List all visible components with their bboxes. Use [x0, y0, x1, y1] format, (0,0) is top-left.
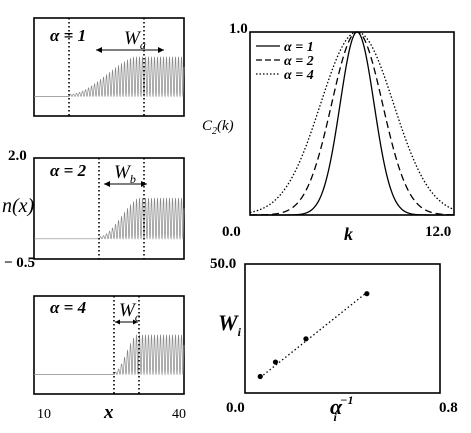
panel-n-alpha4: α = 4 Wc 10 40 x [33, 295, 186, 423]
ylabel-n-x: n(x) [2, 195, 35, 217]
panel-frame [33, 295, 185, 395]
legend-alpha1: α = 1 [284, 40, 314, 55]
legend-alpha4: α = 4 [284, 68, 314, 83]
xtick-12: 12.0 [425, 224, 451, 240]
n-profile-line [34, 334, 185, 376]
xlabel-x: x [103, 402, 114, 423]
n-profile-line [34, 197, 185, 240]
width-label-b: Wb [114, 162, 136, 186]
legend: α = 1 α = 2 α = 4 [256, 40, 314, 83]
panel-label-alpha4: α = 4 [50, 298, 86, 317]
data-point [303, 336, 309, 342]
ytick-1: 1.0 [229, 21, 248, 37]
ylabel-c2k: C2(k) [202, 118, 234, 137]
n-profile-line [34, 56, 185, 98]
xtick-40: 40 [172, 407, 186, 422]
xtick-10: 10 [37, 407, 51, 422]
panel-n-alpha2: α = 2 Wb 2.0 − 0.5 n(x) [2, 148, 185, 271]
panel-label-alpha1: α = 1 [50, 26, 86, 45]
width-label-c: Wc [119, 300, 141, 324]
panel-c2k: 1.0 0.0 12.0 k C2(k) α = 1 α = 2 α = 4 [202, 21, 455, 244]
series-line-dashed [250, 31, 455, 216]
xlabel-alpha: α−1 i [330, 393, 353, 424]
series-line-solid [250, 31, 454, 216]
ytick-0: 0.0 [222, 224, 241, 240]
panel-frame [33, 157, 185, 260]
xtick-08: 0.8 [439, 400, 458, 416]
ytick-50: 50.0 [210, 256, 236, 272]
fit-line [259, 291, 368, 379]
width-arrow-head-left [96, 47, 102, 53]
width-arrow-head-right [158, 47, 164, 53]
data-point [272, 359, 279, 365]
ylabel-w: Wi [218, 310, 242, 339]
width-arrow-head-left [115, 319, 120, 325]
xtick-0: 0.0 [226, 400, 245, 416]
panel-label-alpha2: α = 2 [50, 161, 87, 180]
panel-w-vs-alpha: 50.0 0.0 0.8 Wi α−1 i [210, 256, 458, 424]
data-point [257, 373, 263, 380]
data-point [364, 291, 370, 297]
width-arrow-head-left [104, 181, 110, 187]
panel-n-alpha1: α = 1 Wa [33, 17, 185, 117]
xlabel-k: k [344, 224, 353, 244]
panel-frame [249, 31, 455, 216]
width-label-a: Wa [124, 28, 146, 52]
legend-alpha2: α = 2 [284, 54, 314, 69]
ytick-top: 2.0 [8, 148, 27, 164]
panel-frame [33, 17, 185, 117]
width-arrow-head-right [141, 181, 147, 187]
width-arrow-head-right [133, 319, 138, 325]
ytick-bottom: − 0.5 [4, 255, 35, 271]
panel-frame [244, 263, 441, 394]
